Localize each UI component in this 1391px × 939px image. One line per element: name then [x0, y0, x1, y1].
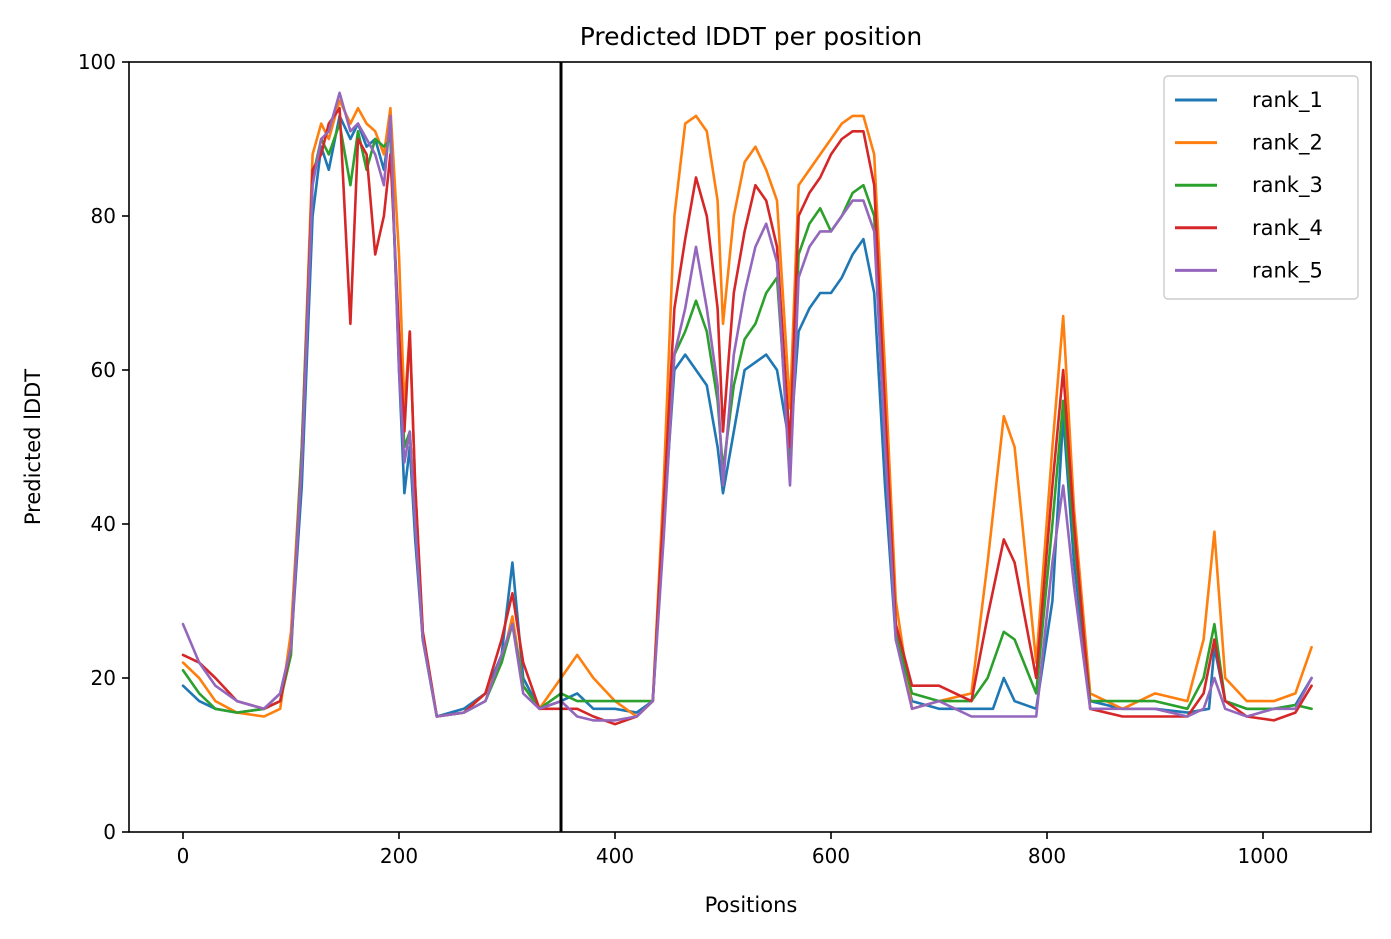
legend-label-rank_3: rank_3 [1252, 173, 1323, 198]
chart-title: Predicted lDDT per position [580, 22, 922, 51]
plot-frame [128, 61, 1372, 833]
series-line-rank_5 [181, 91, 1313, 722]
legend-label-rank_2: rank_2 [1252, 131, 1323, 156]
y-tick-label: 80 [91, 204, 116, 228]
y-tick-label: 100 [78, 50, 116, 74]
x-tick-label: 800 [1028, 844, 1066, 868]
y-axis: 0 20 40 60 80 100 [78, 50, 129, 844]
legend-label-rank_1: rank_1 [1252, 88, 1323, 113]
series-layer [181, 91, 1313, 726]
x-tick-label: 200 [380, 844, 418, 868]
x-axis-label: Positions [705, 893, 798, 917]
x-tick-label: 1000 [1238, 844, 1289, 868]
legend: rank_1 rank_2 rank_3 rank_4 rank_5 [1163, 75, 1359, 300]
series-line-rank_3 [181, 122, 1313, 718]
x-tick-label: 400 [596, 844, 634, 868]
y-tick-label: 40 [91, 512, 116, 536]
x-axis: 0 200 400 600 800 1000 [177, 832, 1289, 868]
series-line-rank_4 [181, 106, 1313, 726]
legend-label-rank_4: rank_4 [1252, 216, 1323, 241]
y-tick-label: 0 [103, 820, 116, 844]
x-tick-label: 600 [812, 844, 850, 868]
series-line-rank_1 [181, 114, 1313, 718]
legend-label-rank_5: rank_5 [1252, 258, 1323, 283]
plot-area [128, 61, 1372, 833]
y-tick-label: 60 [91, 358, 116, 382]
y-tick-label: 20 [91, 666, 116, 690]
legend-box [1163, 75, 1359, 300]
series-line-rank_2 [181, 99, 1313, 718]
x-tick-label: 0 [177, 844, 190, 868]
y-axis-label: Predicted lDDT [21, 369, 45, 525]
